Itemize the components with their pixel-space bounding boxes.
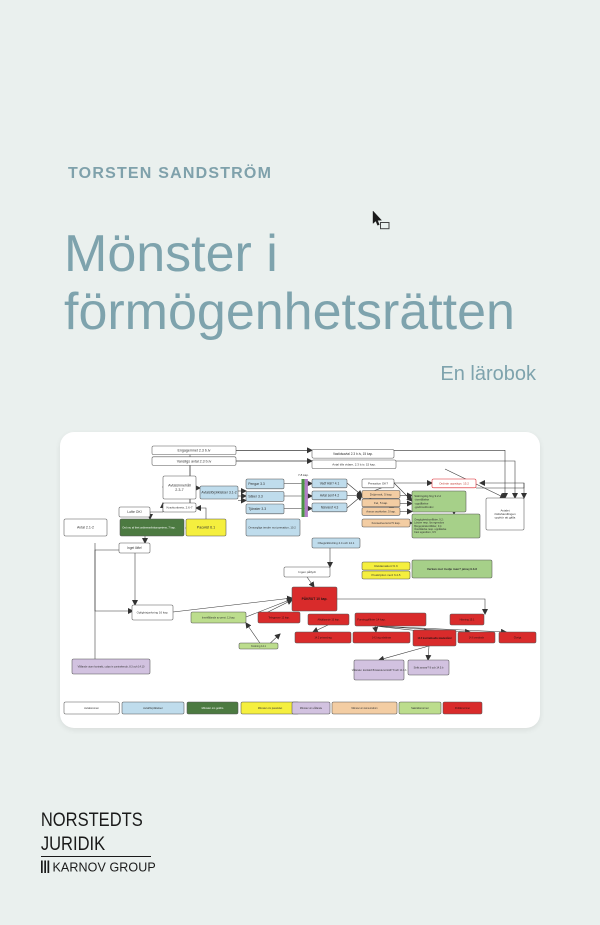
svg-text:Mönster om godtro: Mönster om godtro bbox=[202, 706, 224, 710]
svg-text:PÅKRUT 10 kap.: PÅKRUT 10 kap. bbox=[302, 596, 328, 601]
svg-text:Vållande utom kontrakt, culpa: Vållande utom kontrakt, culpa in contrah… bbox=[78, 665, 145, 668]
svg-text:Sakrättsnormer: Sakrättsnormer bbox=[411, 706, 429, 710]
svg-text:Strikt ansvar? 8 och 14.5.b: Strikt ansvar? 8 och 14.5.b bbox=[414, 666, 444, 669]
svg-text:Oplightsjonkning 16 kap.: Oplightsjonkning 16 kap. bbox=[137, 610, 169, 614]
svg-text:Ordinär uppsägn. 15.2: Ordinär uppsägn. 15.2 bbox=[439, 481, 469, 485]
svg-text:Hävning 15.1: Hävning 15.1 bbox=[460, 618, 475, 621]
svg-text:Pacwist 6.1: Pacwist 6.1 bbox=[197, 526, 215, 530]
svg-text:Fast egendom, 9.5: Fast egendom, 9.5 bbox=[414, 530, 436, 534]
svg-text:Ingen påtlydt: Ingen påtlydt bbox=[298, 570, 315, 574]
svg-text:Verkan mot tredje man? ja/nej: Verkan mot tredje man? ja/nej 9.3-6 bbox=[427, 567, 478, 571]
svg-text:Reklamation! 6.3: Reklamation! 6.3 bbox=[374, 564, 397, 568]
svg-text:Politikmormer: Politikmormer bbox=[455, 707, 470, 710]
svg-text:Säker 3.3: Säker 3.3 bbox=[248, 495, 263, 499]
svg-text:Lofte OK!: Lofte OK! bbox=[127, 510, 141, 514]
svg-text:Konsekvensrof 5 kap.: Konsekvensrof 5 kap. bbox=[372, 521, 401, 525]
svg-text:Ord mu af thet ordinerar/inkom: Ord mu af thet ordinerar/inkompetens, 7 … bbox=[122, 525, 176, 529]
svg-text:Tjänster 3.3: Tjänster 3.3 bbox=[248, 507, 266, 511]
svg-text:Avtalförpliktelser: Avtalförpliktelser bbox=[143, 706, 163, 710]
svg-text:Närvarof 4.3: Närvarof 4.3 bbox=[321, 505, 339, 509]
svg-text:Forsingpflikter 14 kap.: Forsingpflikter 14 kap. bbox=[357, 617, 386, 621]
svg-text:Vadf Här? 4.1: Vadf Här? 4.1 bbox=[320, 481, 340, 485]
svg-text:Omsorgligs tender mot presatio: Omsorgligs tender mot presation, 10.2 bbox=[248, 525, 296, 529]
svg-text:Annan avvikelse, 5 kap.: Annan avvikelse, 5 kap. bbox=[366, 509, 396, 513]
svg-text:NORSTEDTS: NORSTEDTS bbox=[41, 809, 143, 830]
svg-text:Övrigt: Övrigt bbox=[514, 635, 522, 639]
svg-text:Afhjälpande 13 kap.: Afhjälpande 13 kap. bbox=[317, 618, 339, 621]
svg-text:Telegprose 12 kap.: Telegprose 12 kap. bbox=[268, 616, 289, 619]
svg-text:Preskription men! 6.4-5: Preskription men! 6.4-5 bbox=[372, 573, 401, 577]
svg-text:Inget löfte!: Inget löfte! bbox=[127, 546, 142, 550]
svg-text:Engagemnet 2.3 b.iv: Engagemnet 2.3 b.iv bbox=[178, 449, 211, 453]
svg-text:upphör att gälla: upphör att gälla bbox=[495, 516, 516, 520]
svg-text:Vansligs avtal 2.3 b.iv: Vansligs avtal 2.3 b.iv bbox=[177, 459, 212, 463]
svg-text:Obegtcklindring 4.4 och 14.1: Obegtcklindring 4.4 och 14.1 bbox=[318, 541, 355, 545]
svg-text:Krotning 14.1: Krotning 14.1 bbox=[251, 645, 266, 648]
svg-text:14.6 omstände: 14.6 omstände bbox=[469, 636, 485, 639]
svg-text:Mönster om passivitet: Mönster om passivitet bbox=[258, 707, 283, 710]
svg-text:7-8 kap.: 7-8 kap. bbox=[298, 473, 309, 477]
svg-text:Presation OK?: Presation OK? bbox=[368, 481, 388, 485]
svg-text:Mönster om konsumdrom: Mönster om konsumdrom bbox=[351, 707, 377, 710]
svg-text:Vållande i kontrakt! Bristande: Vållande i kontrakt! Bristande kontroll?… bbox=[352, 669, 407, 672]
svg-text:14.3 utg.ndsätnas: 14.3 utg.ndsätnas bbox=[372, 636, 392, 639]
svg-text:2.3-7: 2.3-7 bbox=[175, 488, 183, 492]
svg-text:KARNOV GROUP: KARNOV GROUP bbox=[53, 861, 156, 875]
svg-text:Innehållande av prest. 11 kap.: Innehållande av prest. 11 kap. bbox=[202, 616, 236, 619]
svg-text:Avtalsromen: Avtalsromen bbox=[84, 706, 99, 710]
svg-text:Pengar 3.3: Pengar 3.3 bbox=[248, 482, 265, 486]
svg-text:-godtrosförvärv: -godtrosförvärv bbox=[414, 505, 434, 509]
svg-text:Avtalsförpliktelser 3.1-2: Avtalsförpliktelser 3.1-2 bbox=[201, 491, 236, 495]
svg-text:Vastidsavtal 2.3 b.iv, 15 ka: Vastidsavtal 2.3 b.iv, 15 kap. bbox=[333, 452, 373, 456]
svg-text:14.5 kontraktuella skadestånd: 14.5 kontraktuella skadestånd bbox=[417, 637, 452, 640]
svg-text:Avtal senf 4.2: Avtal senf 4.2 bbox=[320, 493, 339, 497]
svg-text:14.2 prisavdrag: 14.2 prisavdrag bbox=[314, 636, 332, 639]
svg-text:Kravkonkrets, 2.6-7: Kravkonkrets, 2.6-7 bbox=[166, 506, 192, 510]
svg-text:Avtal 2.1-2: Avtal 2.1-2 bbox=[77, 526, 94, 530]
svg-text:Mönster om vållande: Mönster om vållande bbox=[300, 707, 323, 710]
svg-text:Avtalsinnehåll: Avtalsinnehåll bbox=[168, 484, 191, 488]
svg-text:Avtal tills vidare, 2.3 b.iv,: Avtal tills vidare, 2.3 b.iv, 15 kap. bbox=[332, 462, 376, 466]
svg-text:JURIDIK: JURIDIK bbox=[41, 833, 105, 854]
svg-text:Fel, 5 kap.: Fel, 5 kap. bbox=[374, 501, 388, 505]
svg-text:Dröjemsk, 5 kap.: Dröjemsk, 5 kap. bbox=[370, 492, 393, 496]
